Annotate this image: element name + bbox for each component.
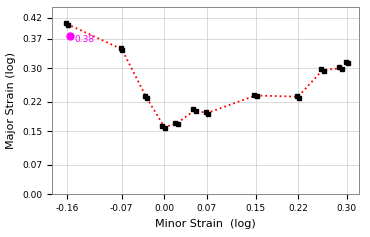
Y-axis label: Major Strain (log): Major Strain (log) (6, 52, 16, 149)
Text: 0.38: 0.38 (74, 35, 94, 44)
X-axis label: Minor Strain  (log): Minor Strain (log) (155, 219, 256, 229)
